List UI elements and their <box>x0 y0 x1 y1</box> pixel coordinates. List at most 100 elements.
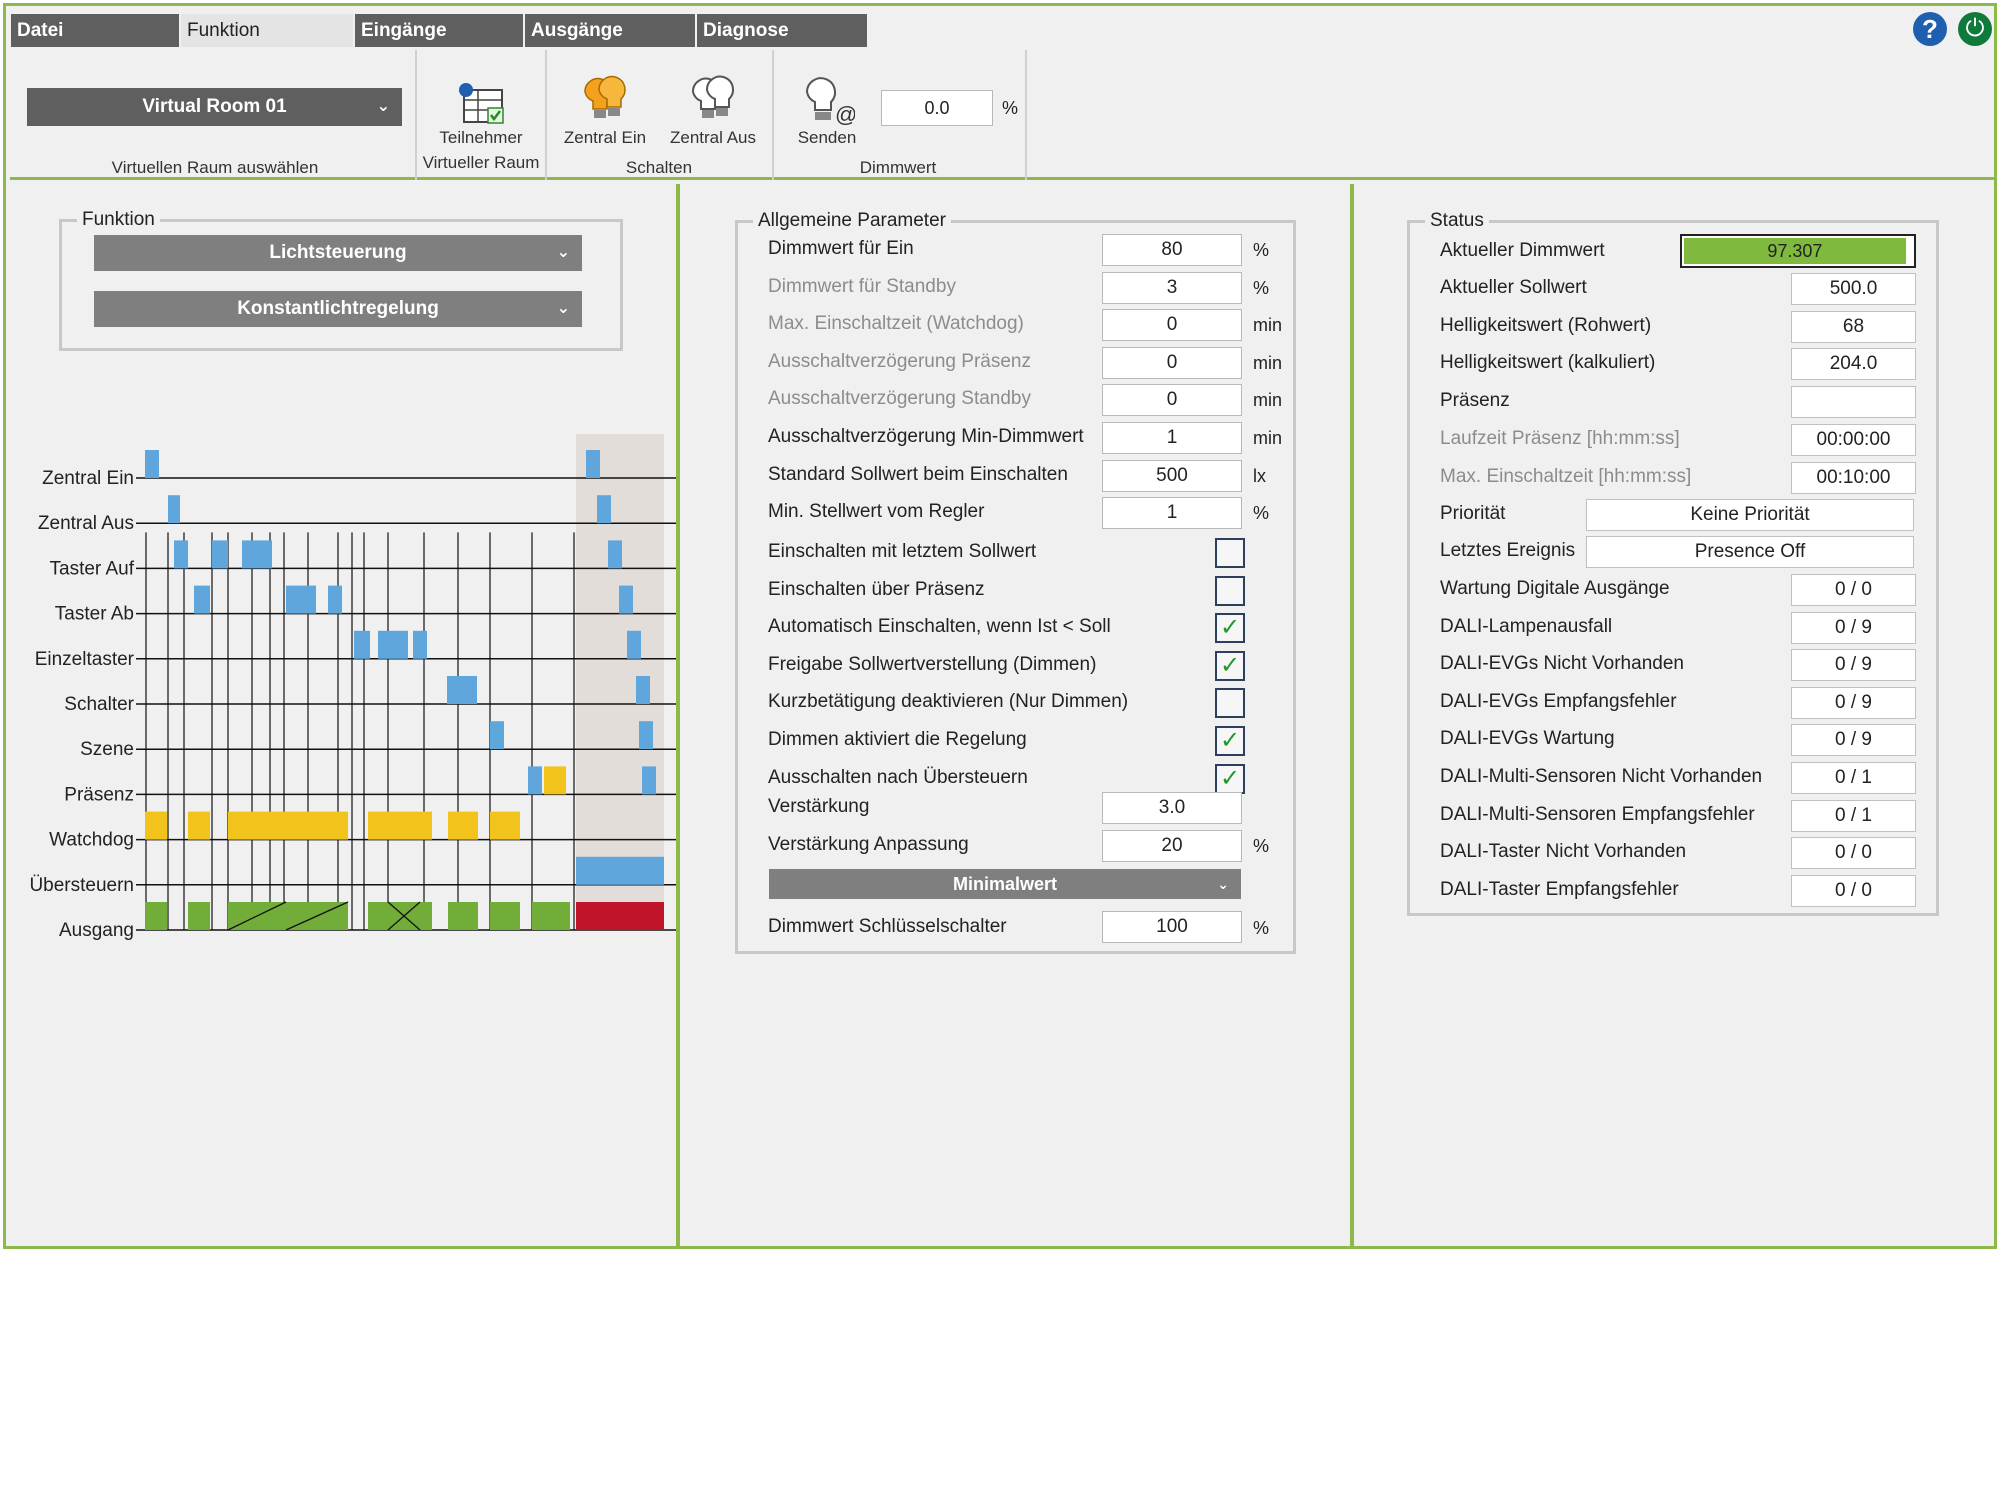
checkbox-label: Kurzbetätigung deaktivieren (Nur Dimmen) <box>768 691 1129 713</box>
checkbox-label: Freigabe Sollwertverstellung (Dimmen) <box>768 653 1097 675</box>
checkbox[interactable]: ✓ <box>1215 726 1245 756</box>
verstaerkung-input[interactable]: 3.0 <box>1102 792 1242 824</box>
app-window: Datei Funktion Eingänge Ausgänge Diagnos… <box>3 3 1997 1249</box>
verstaerkung-anpassung-label: Verstärkung Anpassung <box>768 834 969 855</box>
zentral-aus-button[interactable]: Zentral Aus <box>660 64 766 148</box>
counter-value: 0 / 1 <box>1791 799 1916 832</box>
checkbox-label: Einschalten über Präsenz <box>768 578 985 600</box>
checkbox[interactable] <box>1215 538 1245 568</box>
timing-block <box>368 902 432 930</box>
tab-datei[interactable]: Datei <box>11 14 179 47</box>
timing-row-label: Taster Ab <box>55 604 134 625</box>
room-group-label: Virtuellen Raum auswählen <box>111 158 319 177</box>
status-value: 204.0 <box>1791 348 1916 381</box>
ribbon-separator <box>1025 50 1027 180</box>
checkbox[interactable] <box>1215 688 1245 719</box>
status-value <box>1791 386 1916 419</box>
param-input[interactable]: 1 <box>1102 497 1242 530</box>
tab-funktion[interactable]: Funktion <box>181 14 353 47</box>
parameters-group-title: Allgemeine Parameter <box>758 210 946 231</box>
timing-block <box>145 902 167 930</box>
param-input[interactable]: 1 <box>1102 422 1242 454</box>
param-input[interactable]: 3 <box>1102 271 1242 304</box>
timing-row-label: Zentral Aus <box>38 513 134 534</box>
param-label: Min. Stellwert vom Regler <box>768 501 985 523</box>
room-select[interactable]: Virtual Room 01 ⌄ <box>27 88 402 126</box>
timing-block <box>228 902 348 930</box>
timing-block <box>639 721 653 750</box>
senden-button[interactable]: @ Senden <box>780 64 874 148</box>
column-divider <box>676 184 680 1247</box>
timing-block <box>378 630 408 659</box>
checkbox[interactable]: ✓ <box>1215 763 1245 794</box>
status-value: 00:00:00 <box>1791 423 1916 456</box>
chevron-down-icon: ⌄ <box>556 244 570 261</box>
zentral-ein-button[interactable]: Zentral Ein <box>552 64 658 148</box>
schluessel-unit: % <box>1253 918 1270 938</box>
timing-row-label: Ausgang <box>59 920 134 941</box>
checkbox[interactable] <box>1215 575 1245 606</box>
dimmwert-input[interactable]: 0.0 <box>881 90 993 126</box>
param-input[interactable]: 0 <box>1102 384 1242 417</box>
param-label: Ausschaltverzögerung Präsenz <box>768 350 1031 372</box>
chevron-down-icon: ⌄ <box>1217 876 1229 892</box>
timing-block <box>532 902 570 930</box>
ribbon: Virtual Room 01 ⌄ Virtuellen Raum auswäh… <box>10 50 1994 180</box>
param-input[interactable]: 0 <box>1102 346 1242 379</box>
checkbox[interactable]: ✓ <box>1215 650 1245 681</box>
funktion-group: Funktion <box>59 209 623 351</box>
dimmwert-meter: 97.307 <box>1680 234 1916 268</box>
timing-block <box>328 585 342 614</box>
power-icon[interactable]: ⏻ <box>1958 12 1992 46</box>
participants-button[interactable]: Teilnehmer Virtueller Raum <box>418 64 544 173</box>
counter-label: Wartung Digitale Ausgänge <box>1440 578 1670 599</box>
minimalwert-dropdown[interactable]: Minimalwert ⌄ <box>769 869 1241 899</box>
tab-ausgaenge[interactable]: Ausgänge <box>525 14 695 47</box>
timing-block <box>188 811 210 840</box>
timing-row-label: Zentral Ein <box>42 468 134 489</box>
param-input[interactable]: 500 <box>1102 459 1242 492</box>
prioritaet-value: Keine Priorität <box>1586 499 1914 531</box>
param-label: Max. Einschaltzeit (Watchdog) <box>768 313 1024 335</box>
mode-dropdown[interactable]: Konstantlichtregelung ⌄ <box>94 291 582 327</box>
function-dropdown[interactable]: Lichtsteuerung ⌄ <box>94 235 582 271</box>
status-label: Helligkeitswert (Rohwert) <box>1440 314 1652 336</box>
param-unit: % <box>1253 277 1270 298</box>
timing-block <box>544 766 566 795</box>
timing-block <box>448 811 478 840</box>
status-value: 68 <box>1791 310 1916 343</box>
parameters-group: Allgemeine Parameter <box>735 210 1296 954</box>
timing-block <box>619 585 633 614</box>
counter-value: 0 / 9 <box>1791 649 1916 682</box>
timing-block <box>597 495 611 524</box>
param-input[interactable]: 80 <box>1102 234 1242 266</box>
timing-block <box>286 811 348 840</box>
counter-value: 0 / 9 <box>1791 724 1916 757</box>
chevron-down-icon: ⌄ <box>376 98 390 115</box>
counter-value: 0 / 0 <box>1791 874 1916 907</box>
dimmwert-unit: % <box>1002 98 1019 118</box>
tab-eingaenge[interactable]: Eingänge <box>355 14 523 47</box>
help-icon[interactable]: ? <box>1913 12 1947 46</box>
bulb-send-icon: @ <box>780 64 874 126</box>
timing-block <box>608 540 622 569</box>
checkbox[interactable]: ✓ <box>1215 613 1245 644</box>
schalten-group-label: Schalten <box>625 158 693 177</box>
counter-label: DALI-EVGs Empfangsfehler <box>1440 690 1677 712</box>
timing-block <box>586 450 600 478</box>
verstaerkung-anpassung-unit: % <box>1253 836 1270 856</box>
param-input[interactable]: 0 <box>1102 309 1242 342</box>
timing-row-label: Schalter <box>64 694 134 715</box>
function-dropdown-value: Lichtsteuerung <box>269 242 407 263</box>
counter-label: DALI-Multi-Sensoren Empfangsfehler <box>1440 803 1755 825</box>
schluessel-input[interactable]: 100 <box>1102 911 1242 943</box>
counter-value: 0 / 9 <box>1791 611 1916 644</box>
counter-value: 0 / 9 <box>1791 686 1916 719</box>
counter-value: 0 / 0 <box>1791 574 1916 606</box>
timing-block <box>174 540 188 569</box>
aktueller-dimmwert-label: Aktueller Dimmwert <box>1440 240 1605 261</box>
verstaerkung-anpassung-input[interactable]: 20 <box>1102 830 1242 862</box>
status-value: 500.0 <box>1791 273 1916 305</box>
tab-diagnose[interactable]: Diagnose <box>697 14 867 47</box>
minimalwert-value: Minimalwert <box>952 874 1058 894</box>
